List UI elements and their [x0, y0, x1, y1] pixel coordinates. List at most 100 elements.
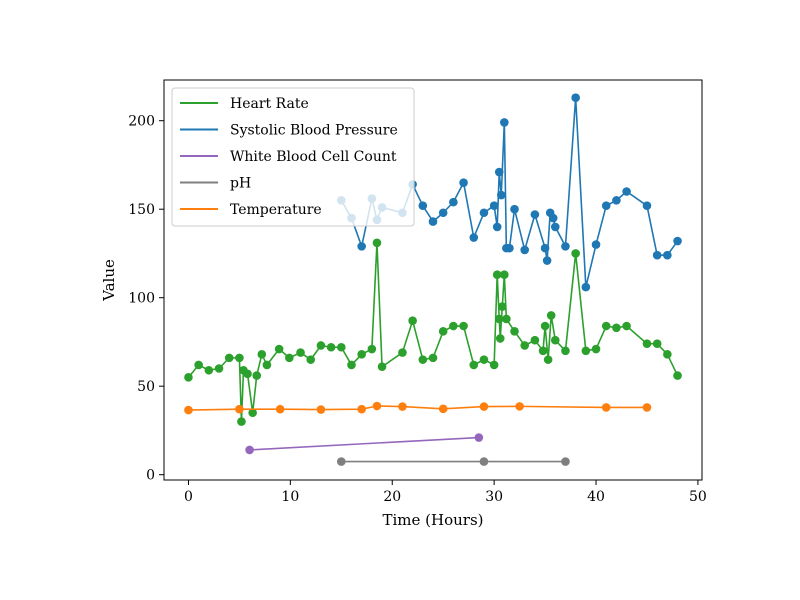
white-blood-cell-count-point: [245, 445, 254, 455]
heart-rate-point: [673, 371, 682, 380]
heart-rate-point: [418, 355, 428, 364]
heart-rate-point: [546, 311, 556, 320]
temperature-point: [357, 404, 366, 414]
heart-rate-point: [494, 314, 504, 324]
heart-rate-point: [274, 344, 284, 354]
series-temperature: [184, 401, 652, 415]
heart-rate-point: [224, 353, 234, 363]
heart-rate-point: [357, 350, 366, 359]
ph-point: [479, 457, 489, 466]
systolic-blood-pressure-point: [479, 208, 489, 218]
systolic-blood-pressure-point: [673, 236, 682, 246]
heart-rate-point: [612, 323, 621, 333]
heart-rate-point: [306, 355, 316, 364]
systolic-blood-pressure-point: [652, 250, 662, 260]
ph-point: [561, 457, 570, 466]
heart-rate-point: [510, 327, 519, 336]
heart-rate-line: [187, 242, 679, 423]
heart-rate-point: [469, 360, 479, 370]
systolic-blood-pressure-point: [489, 201, 499, 210]
systolic-blood-pressure-point: [540, 243, 550, 253]
systolic-blood-pressure-point: [496, 190, 506, 200]
white-blood-cell-count-point: [474, 433, 484, 442]
heart-rate-point: [285, 353, 294, 363]
systolic-blood-pressure-point: [663, 250, 672, 260]
heart-rate-point: [652, 339, 662, 349]
heart-rate-point: [194, 360, 203, 370]
systolic-blood-pressure-point: [494, 167, 504, 177]
x-axis-label: Time (Hours): [382, 511, 483, 529]
heart-rate-point: [538, 346, 548, 356]
systolic-blood-pressure-point: [550, 222, 560, 232]
heart-rate-point: [622, 321, 631, 331]
heart-rate-point: [336, 342, 346, 352]
heart-rate-point: [214, 364, 224, 373]
heart-rate-point: [449, 321, 458, 331]
systolic-blood-pressure-point: [469, 233, 479, 242]
legend-label-systolic-blood-pressure: Systolic Blood Pressure: [230, 123, 398, 139]
series-white-blood-cell-count: [245, 433, 484, 455]
heart-rate-point: [408, 316, 417, 326]
temperature-point: [275, 404, 285, 414]
systolic-blood-pressure-point: [438, 208, 448, 218]
systolic-blood-pressure-point: [505, 243, 514, 253]
heart-rate-point: [497, 302, 507, 311]
x-tick-label: 10: [281, 489, 299, 505]
heart-rate-point: [543, 355, 553, 364]
heart-rate-point: [571, 249, 580, 258]
heart-rate-point: [367, 344, 377, 354]
systolic-blood-pressure-point: [561, 242, 570, 251]
systolic-blood-pressure-point: [601, 201, 611, 210]
heart-rate-point: [495, 334, 505, 343]
heart-rate-point: [530, 335, 540, 345]
systolic-blood-pressure-point: [581, 282, 591, 292]
heart-rate-point: [296, 348, 305, 357]
legend-label-temperature: Temperature: [230, 202, 322, 218]
series-layer: [184, 93, 682, 466]
temperature-point: [372, 401, 382, 411]
y-axis-label: Value: [100, 259, 118, 302]
heart-rate-point: [561, 346, 570, 356]
systolic-blood-pressure-point: [548, 213, 558, 223]
heart-rate-point: [347, 360, 356, 370]
y-tick-label: 0: [146, 468, 155, 484]
systolic-blood-pressure-point: [520, 245, 530, 255]
heart-rate-point: [591, 344, 601, 354]
heart-rate-point: [262, 360, 272, 370]
plot-frame: [163, 79, 703, 481]
systolic-blood-pressure-point: [428, 217, 438, 226]
x-tick-label: 30: [485, 489, 503, 505]
white-blood-cell-count-line: [249, 436, 479, 451]
heart-rate-point: [204, 365, 214, 375]
heart-rate-point: [601, 321, 611, 331]
legend-label-white-blood-cell-count: White Blood Cell Count: [230, 149, 397, 165]
x-tick-label: 0: [184, 489, 193, 505]
y-tick-label: 150: [128, 202, 155, 218]
heart-rate-point: [492, 270, 502, 279]
heart-rate-point: [316, 341, 326, 350]
temperature-line: [188, 405, 647, 411]
systolic-blood-pressure-point: [500, 118, 509, 127]
x-tick-label: 50: [689, 489, 707, 505]
systolic-blood-pressure-point: [449, 197, 458, 207]
temperature-point: [398, 402, 407, 411]
heart-rate-point: [500, 270, 509, 279]
x-tick-label: 20: [383, 489, 401, 505]
heart-rate-point: [398, 348, 407, 357]
temperature-point: [479, 402, 489, 411]
temperature-point: [601, 403, 611, 412]
systolic-blood-pressure-point: [459, 178, 468, 187]
systolic-blood-pressure-point: [530, 210, 540, 219]
systolic-blood-pressure-point: [571, 93, 580, 102]
heart-rate-point: [428, 353, 438, 363]
x-axis: 0 10 20 30 40 50: [184, 480, 707, 505]
temperature-point: [642, 403, 652, 412]
heart-rate-point: [540, 321, 550, 331]
systolic-blood-pressure-point: [622, 187, 631, 196]
systolic-blood-pressure-point: [418, 201, 428, 210]
legend: Heart Rate Systolic Blood Pressure White B…: [171, 87, 415, 227]
heart-rate-point: [252, 371, 262, 380]
systolic-blood-pressure-point: [492, 222, 502, 232]
temperature-point: [184, 405, 193, 415]
